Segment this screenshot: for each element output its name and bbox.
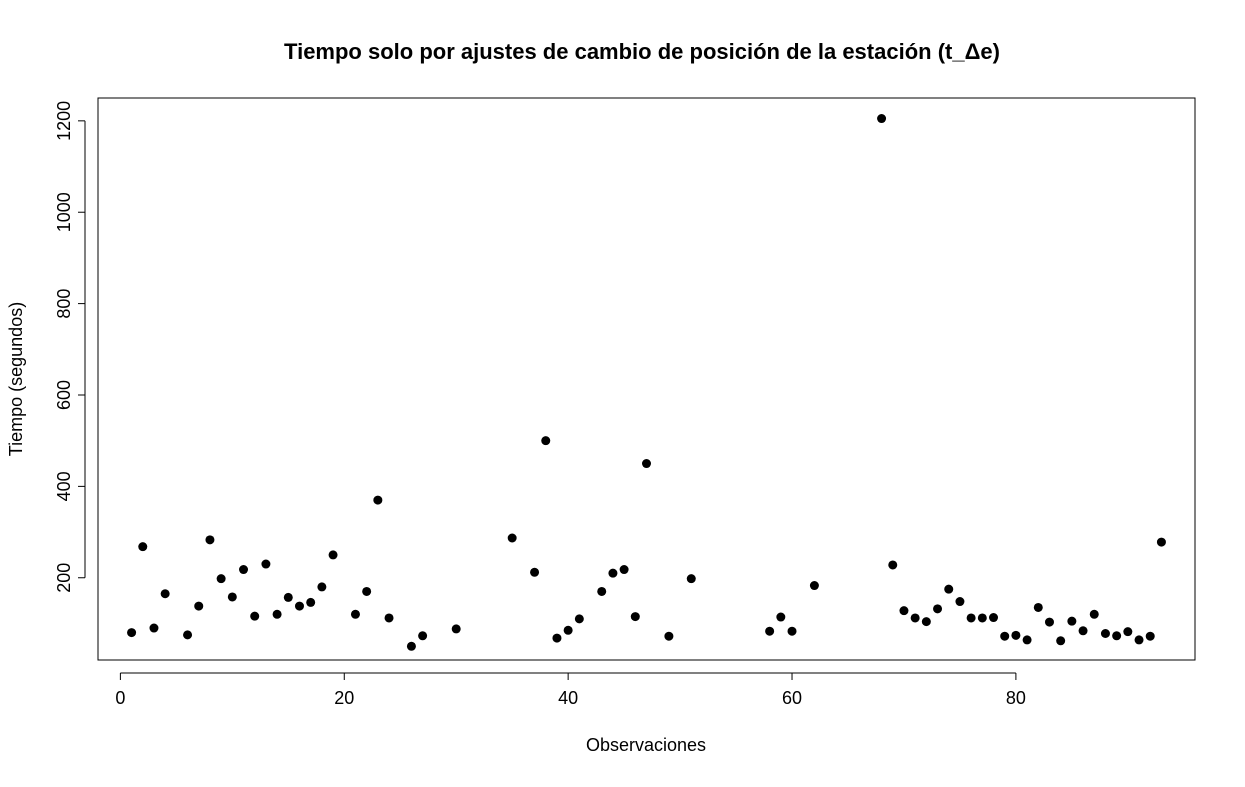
data-point xyxy=(977,613,987,623)
chart-title: Tiempo solo por ajustes de cambio de pos… xyxy=(284,39,1000,64)
data-point xyxy=(149,623,159,633)
data-point xyxy=(787,626,797,636)
data-point xyxy=(966,613,976,623)
data-point xyxy=(765,626,775,636)
data-point xyxy=(250,611,260,621)
data-point xyxy=(809,581,819,591)
data-point xyxy=(183,630,193,640)
x-tick-label: 40 xyxy=(558,688,578,708)
data-point xyxy=(888,560,898,570)
data-point xyxy=(1022,635,1032,645)
y-tick-label: 1000 xyxy=(54,192,74,232)
data-point xyxy=(160,589,170,599)
y-axis: 200 400 600 800 1000 1200 xyxy=(54,101,86,593)
data-point xyxy=(630,612,640,622)
data-point xyxy=(944,584,954,594)
data-point xyxy=(686,574,696,584)
data-point xyxy=(608,568,618,578)
data-point xyxy=(619,565,629,575)
x-tick-label: 60 xyxy=(782,688,802,708)
data-point xyxy=(373,495,383,505)
data-point xyxy=(507,533,517,543)
data-point xyxy=(227,592,237,602)
x-axis-label: Observaciones xyxy=(586,735,706,755)
data-point xyxy=(1067,616,1077,626)
data-point xyxy=(563,625,573,635)
data-point xyxy=(294,601,304,611)
data-point xyxy=(910,613,920,623)
data-point xyxy=(552,633,562,643)
data-point xyxy=(1145,631,1155,641)
x-tick-label: 80 xyxy=(1006,688,1026,708)
plot-frame xyxy=(97,97,1196,661)
data-point xyxy=(283,592,293,602)
data-point xyxy=(1134,635,1144,645)
data-point xyxy=(205,535,215,545)
data-point xyxy=(451,624,461,634)
data-point xyxy=(1033,602,1043,612)
data-point xyxy=(776,612,786,622)
x-axis: 0 20 40 60 80 xyxy=(115,672,1026,708)
data-point xyxy=(664,631,674,641)
data-point xyxy=(530,567,540,577)
data-point xyxy=(272,609,282,619)
data-point xyxy=(239,565,249,575)
data-point xyxy=(1011,630,1021,640)
data-point xyxy=(541,436,551,446)
data-point xyxy=(418,631,428,641)
x-tick-label: 20 xyxy=(334,688,354,708)
data-point xyxy=(1156,537,1166,547)
x-tick-label: 0 xyxy=(115,688,125,708)
data-point xyxy=(406,641,416,651)
data-point xyxy=(384,613,394,623)
data-points xyxy=(127,114,1166,651)
data-point xyxy=(597,586,607,596)
data-point xyxy=(574,614,584,624)
data-point xyxy=(1044,617,1054,627)
data-point xyxy=(1100,628,1110,638)
data-point xyxy=(306,597,316,607)
data-point xyxy=(989,613,999,623)
data-point xyxy=(899,606,909,616)
data-point xyxy=(127,628,137,638)
y-tick-label: 200 xyxy=(54,563,74,593)
data-point xyxy=(933,604,943,614)
data-point xyxy=(317,582,327,592)
data-point xyxy=(216,574,226,584)
data-point xyxy=(1112,631,1122,641)
data-point xyxy=(1089,609,1099,619)
y-tick-label: 600 xyxy=(54,380,74,410)
data-point xyxy=(1078,626,1088,636)
y-tick-label: 800 xyxy=(54,289,74,319)
data-point xyxy=(955,597,965,607)
data-point xyxy=(1056,636,1066,646)
y-axis-label: Tiempo (segundos) xyxy=(6,302,26,456)
data-point xyxy=(362,586,372,596)
data-point xyxy=(642,459,651,469)
data-point xyxy=(921,617,931,627)
y-tick-label: 400 xyxy=(54,471,74,501)
data-point xyxy=(194,601,204,611)
data-point xyxy=(1123,627,1133,637)
data-point xyxy=(261,559,271,569)
data-point xyxy=(877,114,887,124)
data-point xyxy=(350,609,360,619)
data-point xyxy=(138,542,148,552)
data-point xyxy=(328,550,338,560)
data-point xyxy=(1000,631,1010,641)
y-tick-label: 1200 xyxy=(54,101,74,141)
